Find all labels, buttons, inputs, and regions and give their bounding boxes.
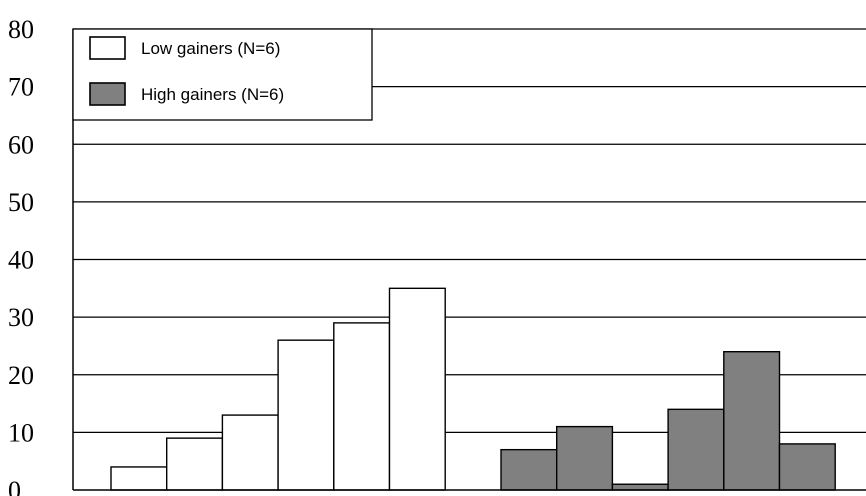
y-tick-label: 10 <box>8 418 34 447</box>
y-axis-ticks: 0 10 20 30 40 50 60 70 80 <box>8 15 34 496</box>
bar-low-gainers-4 <box>277 339 335 491</box>
legend-swatch-high-gainers <box>89 82 126 106</box>
legend-label-low-gainers: Low gainers (N=6) <box>141 39 280 58</box>
bar-low-gainers-2 <box>165 437 224 491</box>
legend-swatch-low-gainers <box>89 36 126 60</box>
bar-high-gainers-2 <box>556 425 614 491</box>
bar-high-gainers-6 <box>778 443 836 491</box>
bar-high-gainers-1 <box>500 448 558 491</box>
y-tick-label: 20 <box>8 361 34 390</box>
y-tick-label: 60 <box>8 130 34 159</box>
bar-high-gainers-5 <box>723 351 781 491</box>
legend: Low gainers (N=6) High gainers (N=6) <box>72 28 373 121</box>
y-tick-label: 30 <box>8 303 34 332</box>
y-tick-label: 80 <box>8 15 34 44</box>
y-tick-label: 40 <box>8 246 34 275</box>
bars <box>110 287 836 491</box>
legend-label-high-gainers: High gainers (N=6) <box>141 85 284 104</box>
y-tick-label: 0 <box>8 476 21 496</box>
bar-low-gainers-3 <box>221 414 279 491</box>
y-tick-label: 50 <box>8 188 34 217</box>
bar-low-gainers-6 <box>388 287 446 491</box>
bar-low-gainers-5 <box>333 322 391 491</box>
bar-high-gainers-3 <box>611 483 669 491</box>
bar-low-gainers-1 <box>110 466 168 491</box>
y-tick-label: 70 <box>8 73 34 102</box>
bar-high-gainers-4 <box>667 408 725 491</box>
